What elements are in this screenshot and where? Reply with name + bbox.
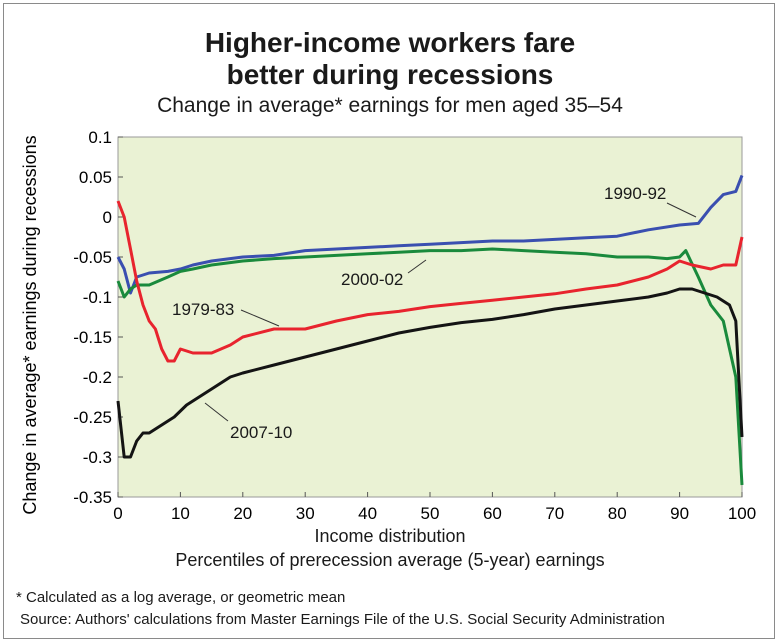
- label-leader-1979-83: [240, 309, 280, 327]
- x-tick-label: 10: [171, 504, 190, 523]
- source-note: Source: Authors' calculations from Maste…: [20, 611, 665, 628]
- series-label-2000-02: 2000-02: [341, 270, 403, 289]
- series-label-1990-92: 1990-92: [604, 184, 666, 203]
- series-label-2007-10: 2007-10: [230, 423, 292, 442]
- chart-title-line-1: Higher-income workers fare: [204, 27, 576, 58]
- series-line-2007-10: [116, 287, 744, 459]
- x-tick-label: 30: [296, 504, 315, 523]
- y-tick-label: -0.15: [73, 328, 112, 347]
- x-axis: 0 10 20 30 40 50 60 70 80 90 100: [113, 492, 756, 523]
- x-tick-label: 80: [608, 504, 627, 523]
- y-tick-label: -0.1: [83, 288, 112, 307]
- series-label-1979-83: 1979-83: [172, 300, 234, 319]
- y-tick-label: 0: [103, 208, 112, 227]
- x-axis-sublabel: Percentiles of prerecession average (5-y…: [175, 550, 605, 570]
- y-axis-label: Change in average* earnings during reces…: [20, 135, 40, 514]
- y-tick-label: -0.3: [83, 448, 112, 467]
- line-chart: 0.1 0.05 0 -0.05 -0.1 -0.15 -0.2 -0.25 -0.3 -0.35…: [20, 128, 756, 523]
- x-tick-label: 40: [358, 504, 377, 523]
- y-tick-label: -0.2: [83, 368, 112, 387]
- footnote: * Calculated as a log average, or geomet…: [16, 589, 346, 606]
- label-leader-1990-92: [666, 202, 697, 218]
- y-axis: 0.1 0.05 0 -0.05 -0.1 -0.15 -0.2 -0.25 -0.3 -0.35: [73, 128, 123, 507]
- y-tick-label: 0.1: [88, 128, 112, 147]
- series-lines: [116, 174, 744, 486]
- chart-subtitle: Change in average* earnings for men aged…: [157, 94, 623, 117]
- series-line-1990-92: [116, 174, 744, 295]
- chart-title-line-2: better during recessions: [226, 59, 554, 90]
- x-tick-label: 50: [421, 504, 440, 523]
- series-line-2000-02: [116, 247, 744, 486]
- series-line-1979-83: [116, 200, 744, 363]
- label-leader-2007-10: [204, 402, 229, 422]
- label-leader-2000-02: [407, 259, 427, 274]
- x-tick-label: 100: [728, 504, 756, 523]
- x-tick-label: 60: [483, 504, 502, 523]
- x-tick-label: 70: [545, 504, 564, 523]
- y-tick-label: -0.35: [73, 488, 112, 507]
- x-tick-label: 90: [670, 504, 689, 523]
- series-labels: 1990-92 2000-02 1979-83 2007-10: [172, 184, 697, 442]
- x-tick-label: 20: [233, 504, 252, 523]
- x-tick-label: 0: [113, 504, 122, 523]
- plot-area: [117, 136, 743, 498]
- y-tick-label: -0.25: [73, 408, 112, 427]
- chart-frame: Higher-income workers fare better during…: [3, 3, 775, 639]
- y-tick-label: 0.05: [79, 168, 112, 187]
- x-axis-label: Income distribution: [314, 526, 466, 546]
- y-tick-label: -0.05: [73, 248, 112, 267]
